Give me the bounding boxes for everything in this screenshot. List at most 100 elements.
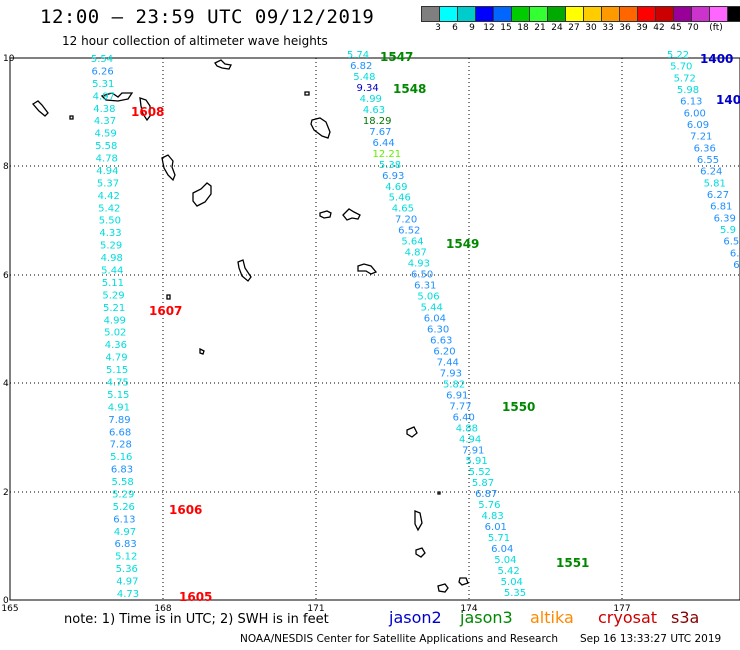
pass-number-label: 1606 — [169, 503, 202, 517]
swh-value: 5.98 — [677, 85, 699, 96]
x-tick-label: 174 — [460, 604, 477, 614]
map-subtitle: 12 hour collection of altimeter wave hei… — [62, 34, 328, 48]
island-outline — [310, 117, 331, 139]
swh-value: 5.37 — [97, 178, 119, 189]
swh-value: 6.04 — [491, 544, 513, 555]
swh-value: 4.59 — [94, 129, 116, 140]
island-outlines — [32, 59, 469, 593]
swh-value: 7.21 — [690, 132, 712, 143]
swh-value: 6.01 — [485, 522, 507, 533]
island-outline — [100, 92, 134, 102]
swh-value: 4.83 — [481, 511, 503, 522]
scale-label: 70 — [687, 23, 699, 33]
swh-value: 5.48 — [353, 72, 375, 83]
swh-value: 7.44 — [437, 357, 459, 368]
island-outline — [437, 583, 449, 593]
swh-value: 5.36 — [116, 564, 138, 575]
island-outline — [357, 263, 378, 275]
swh-value: 6. — [733, 260, 740, 271]
swh-value: 6.5 — [723, 237, 739, 248]
swh-value: 4.94 — [96, 166, 118, 177]
map-title: 12:00 – 23:59 UTC 09/12/2019 — [40, 6, 375, 28]
swh-value: 5.87 — [472, 478, 494, 489]
scale-label: 6 — [452, 23, 458, 33]
swh-value: 6.13 — [680, 97, 702, 108]
swh-value: 6.63 — [430, 336, 452, 347]
swh-value: 6.09 — [687, 120, 709, 131]
swh-value: 4.75 — [107, 378, 129, 389]
y-tick-label: 4 — [3, 379, 9, 389]
swh-value: 5.76 — [478, 500, 500, 511]
swh-value: 6.36 — [694, 143, 716, 154]
swh-value: 6.04 — [424, 314, 446, 325]
swh-value: 4.98 — [101, 253, 123, 264]
island-outline — [437, 491, 441, 495]
swh-value: 6.00 — [684, 108, 706, 119]
swh-value: 5.38 — [379, 160, 401, 171]
pass-number-label: 1549 — [446, 237, 479, 251]
y-tick-label: 0 — [3, 596, 9, 606]
swh-value: 5.9 — [720, 225, 736, 236]
y-tick-label: 8 — [3, 162, 9, 172]
legend-jason2: jason2 — [389, 608, 442, 627]
scale-label: 42 — [653, 23, 665, 33]
island-outline — [166, 294, 171, 300]
swh-value: 5.71 — [488, 533, 510, 544]
y-tick-label: 6 — [3, 271, 9, 281]
x-tick-label: 177 — [613, 604, 630, 614]
x-tick-label: 168 — [154, 604, 171, 614]
swh-value: 6.50 — [411, 270, 433, 281]
swh-value: 4.97 — [93, 91, 115, 102]
pass-number-label: 1607 — [149, 304, 182, 318]
island-outline — [69, 115, 74, 120]
swh-value: 7.91 — [462, 445, 484, 456]
y-tick-label: 10 — [3, 54, 15, 64]
swh-value: 4.69 — [385, 182, 407, 193]
island-outline — [32, 100, 49, 117]
swh-value: 6.81 — [710, 202, 732, 213]
swh-value: 5.82 — [443, 379, 465, 390]
swh-value: 6.30 — [427, 325, 449, 336]
swh-value: 4.38 — [93, 104, 115, 115]
swh-value: 4.42 — [98, 191, 120, 202]
swh-value: 6.39 — [714, 213, 736, 224]
scale-label: 12 — [483, 23, 495, 33]
swh-value: 5.72 — [674, 73, 696, 84]
footer-note: note: 1) Time is in UTC; 2) SWH is in fe… — [64, 612, 329, 627]
swh-value: 5.42 — [98, 203, 120, 214]
swh-value: 5.35 — [504, 588, 526, 599]
scale-label: 24 — [551, 23, 563, 33]
swh-value: 5.26 — [113, 502, 135, 513]
island-outline — [139, 97, 151, 122]
swh-value: 7.28 — [110, 440, 132, 451]
credit-line: NOAA/NESDIS Center for Satellite Applica… — [240, 633, 558, 645]
swh-value: 4.33 — [99, 228, 121, 239]
color-scale-labels: 3 6 9 12 15 18 21 24 27 30 33 36 39 42 45 70 (ft) — [421, 23, 740, 35]
swh-value: 6.68 — [109, 427, 131, 438]
pass-number-label: 1548 — [393, 82, 426, 96]
swh-value: 6.40 — [453, 412, 475, 423]
scale-label: 27 — [568, 23, 580, 33]
swh-value: 6.91 — [446, 390, 468, 401]
swh-value: 6.24 — [700, 167, 722, 178]
swh-value: 6.31 — [414, 281, 436, 292]
color-scale: 3 6 9 12 15 18 21 24 27 30 33 36 39 42 45 70 (ft) — [421, 6, 740, 33]
y-tick-label: 2 — [3, 488, 9, 498]
island-outline — [414, 510, 423, 532]
swh-value: 5.91 — [465, 456, 487, 467]
swh-value: 6.93 — [382, 171, 404, 182]
swh-value: 5.42 — [497, 566, 519, 577]
generated-timestamp: Sep 16 13:33:27 UTC 2019 — [580, 633, 722, 645]
x-tick-label: 165 — [1, 604, 18, 614]
scale-label: 30 — [585, 23, 597, 33]
island-outline — [161, 154, 176, 182]
swh-value: 5.70 — [670, 62, 692, 73]
x-tick-label: 171 — [307, 604, 324, 614]
island-outline — [458, 577, 469, 586]
map-frame — [9, 57, 740, 601]
swh-value: 4.94 — [459, 434, 481, 445]
swh-value: 4.97 — [114, 527, 136, 538]
swh-value: 4.78 — [96, 154, 118, 165]
pass-number-label: 1608 — [131, 105, 164, 119]
